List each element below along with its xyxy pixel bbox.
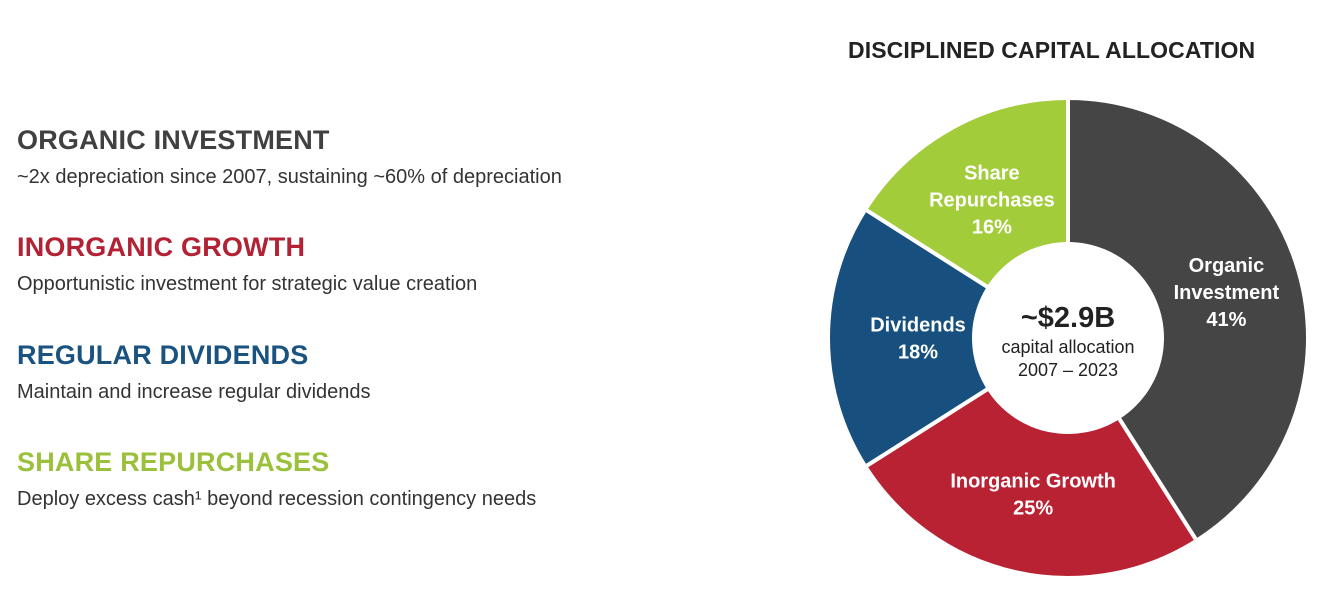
slice-category-label: Investment xyxy=(1174,282,1280,304)
section-description: Deploy excess cash¹ beyond recession con… xyxy=(17,488,537,510)
capital-allocation-donut-chart: Organic Investment 41% Inorganic Growth 25% D… xyxy=(825,95,1310,580)
slice-category-label: Inorganic Growth xyxy=(950,471,1116,493)
donut-hole xyxy=(972,242,1164,434)
slice-value-label: 18% xyxy=(898,342,938,364)
share-repurchases-section: SHARE REPURCHASES Deploy excess cash¹ be… xyxy=(17,447,536,511)
slice-inorganic-growth xyxy=(862,335,1200,580)
slice-category-label: Share xyxy=(964,163,1020,185)
center-period: 2007 – 2023 xyxy=(1018,360,1118,380)
section-heading: ORGANIC INVESTMENT xyxy=(17,125,330,155)
section-heading: INORGANIC GROWTH xyxy=(17,232,306,262)
section-heading: REGULAR DIVIDENDS xyxy=(17,340,309,370)
slice-category-label: Dividends xyxy=(870,315,966,337)
section-description: Opportunistic investment for strategic v… xyxy=(17,273,478,295)
slice-value-label: 25% xyxy=(1013,498,1053,520)
organic-investment-section: ORGANIC INVESTMENT ~2x depreciation sinc… xyxy=(17,125,562,189)
inorganic-growth-section: INORGANIC GROWTH Opportunistic investmen… xyxy=(17,232,477,296)
section-description: ~2x depreciation since 2007, sustaining … xyxy=(17,166,562,188)
slice-dividends xyxy=(825,206,1072,470)
center-caption: capital allocation xyxy=(1001,337,1134,357)
slice-category-label: Organic xyxy=(1189,255,1265,277)
section-heading: SHARE REPURCHASES xyxy=(17,447,330,477)
section-description: Maintain and increase regular dividends xyxy=(17,381,371,403)
donut-slices xyxy=(825,95,1310,580)
capital-priorities-list: ORGANIC INVESTMENT ~2x depreciation sinc… xyxy=(17,0,757,601)
center-total-value: ~$2.9B xyxy=(1021,302,1115,334)
slice-value-label: 16% xyxy=(972,217,1012,239)
slice-category-label: Repurchases xyxy=(929,190,1055,212)
regular-dividends-section: REGULAR DIVIDENDS Maintain and increase … xyxy=(17,340,371,404)
slice-value-label: 41% xyxy=(1206,309,1246,331)
donut-labels: Organic Investment 41% Inorganic Growth 25% D… xyxy=(870,163,1279,520)
chart-title: DISCIPLINED CAPITAL ALLOCATION xyxy=(848,37,1256,63)
